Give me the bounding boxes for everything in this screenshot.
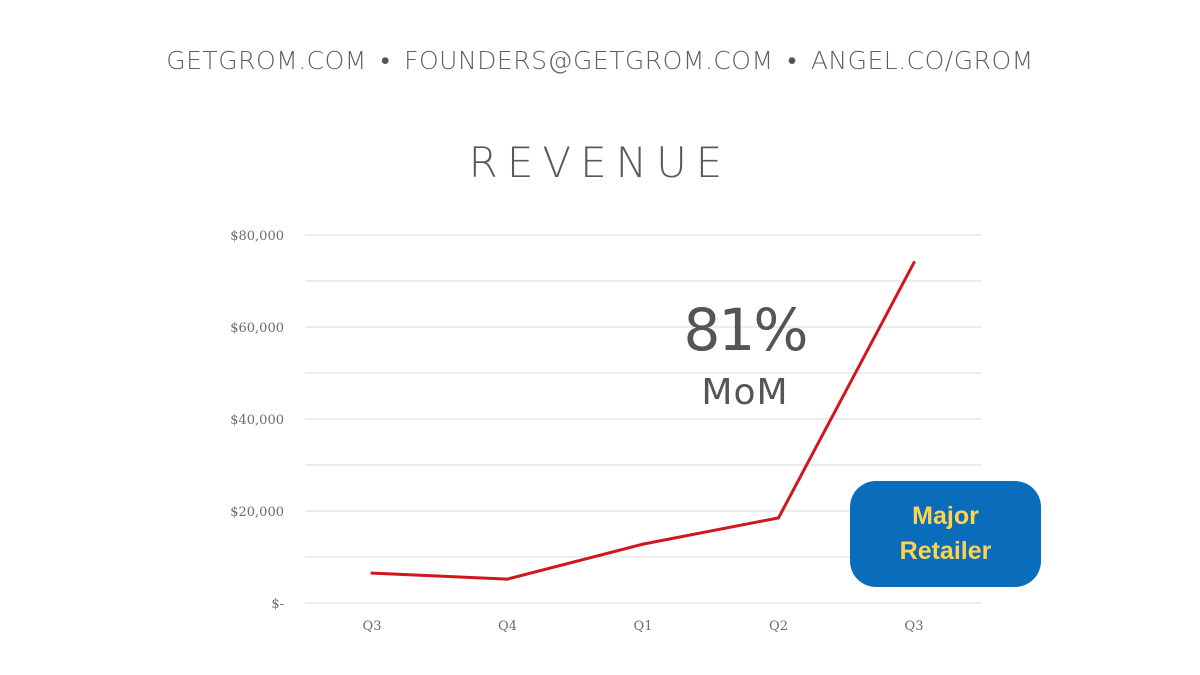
separator-dot: •	[787, 46, 797, 75]
y-tick-label: $60,000	[230, 321, 284, 336]
angel-link[interactable]: ANGEL.CO/GROM	[810, 46, 1034, 75]
y-tick-label: $40,000	[230, 413, 284, 428]
badge-label: Major Retailer	[899, 502, 992, 565]
growth-value: 81%	[683, 296, 809, 364]
contact-header: GETGROM.COM • FOUNDERS@GETGROM.COM • ANGEL.C…	[0, 46, 1200, 76]
y-tick-label: $-	[271, 597, 284, 612]
separator-dot: •	[380, 46, 391, 75]
y-tick-label: $80,000	[230, 229, 284, 244]
data-point	[777, 516, 780, 520]
data-point	[506, 577, 509, 581]
x-tick-label: Q4	[498, 619, 517, 634]
email-link[interactable]: FOUNDERS@GETGROM.COM	[404, 46, 774, 75]
x-tick-label: Q2	[769, 619, 788, 634]
data-point	[641, 542, 645, 546]
chart-title: REVENUE	[468, 138, 732, 187]
x-tick-label: Q3	[905, 619, 924, 634]
x-tick-label: Q3	[363, 619, 382, 634]
y-tick-label: $20,000	[230, 505, 284, 520]
major-retailer-badge: Major Retailer	[850, 481, 1041, 587]
growth-label: MoM	[701, 372, 789, 413]
data-point	[370, 571, 374, 575]
data-point	[912, 261, 916, 265]
x-tick-label: Q1	[634, 619, 653, 634]
website-link[interactable]: GETGROM.COM	[166, 46, 367, 75]
